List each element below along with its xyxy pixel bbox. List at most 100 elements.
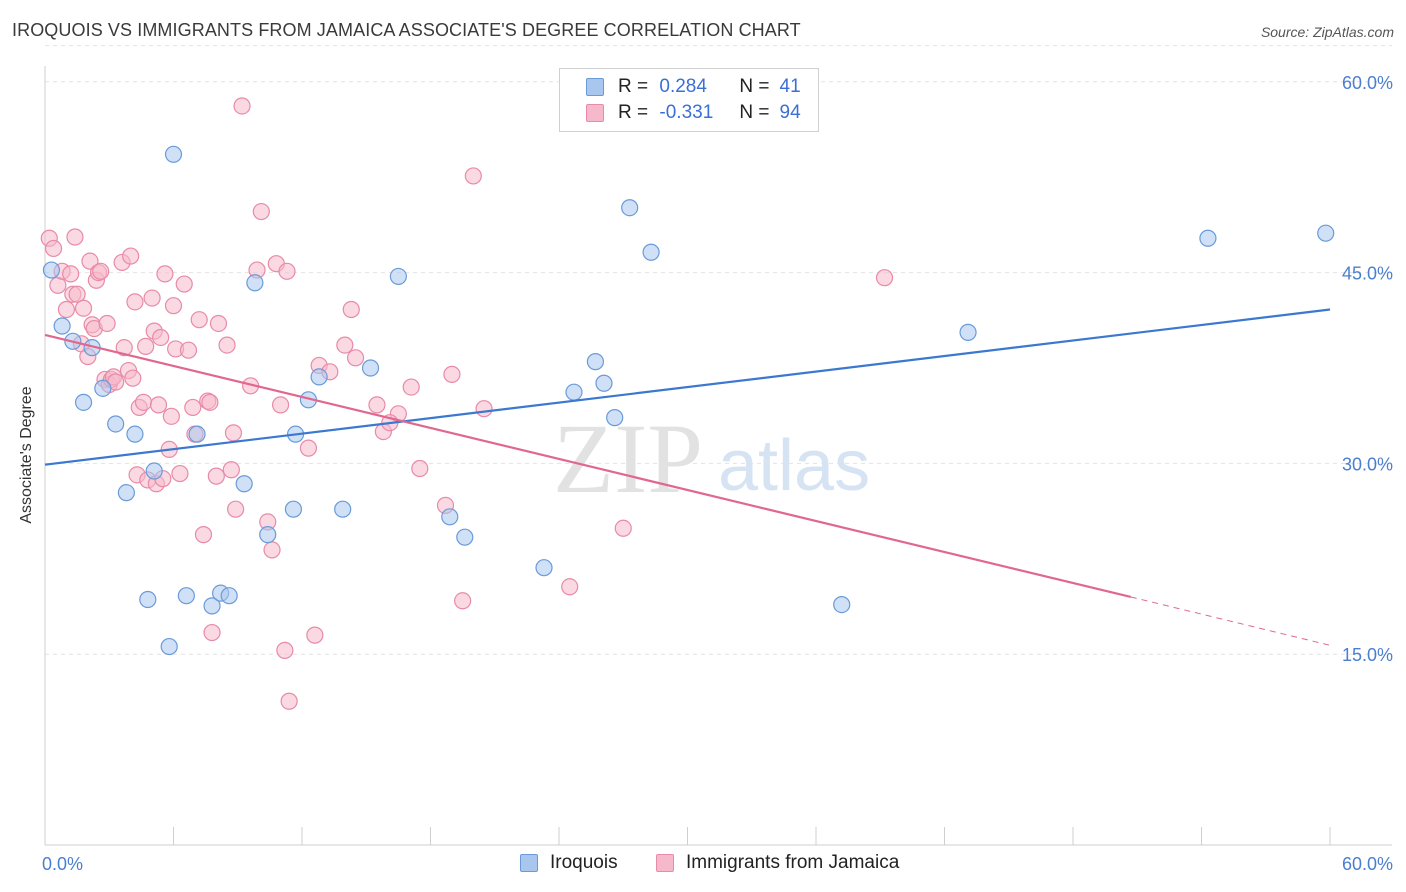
iroquois-point — [160, 637, 178, 656]
jamaica-point — [222, 461, 240, 479]
trend-lines — [44, 308, 1331, 646]
jamaica-point — [81, 252, 99, 270]
jamaica-point — [62, 265, 80, 283]
jamaica-point — [402, 378, 420, 396]
iroquois-point — [621, 199, 639, 217]
legend-row-iroquois: R = 0.284 N = 41 — [586, 75, 801, 99]
jamaica-point — [74, 299, 93, 317]
jamaica-trend-line — [44, 333, 1132, 599]
jamaica-point — [207, 467, 225, 485]
jamaica-point — [342, 300, 360, 319]
iroquois-point — [833, 595, 851, 614]
iroquois-point — [164, 145, 183, 163]
jamaica-point — [475, 400, 493, 418]
iroquois-point — [1317, 224, 1335, 242]
legend-swatch-iroquois — [586, 78, 604, 96]
jamaica-point — [454, 592, 472, 610]
jamaica-point — [227, 500, 245, 518]
jamaica-point — [68, 285, 86, 303]
iroquois-point — [246, 274, 264, 292]
iroquois-point — [456, 528, 474, 546]
iroquois-point — [145, 462, 163, 480]
jamaica-point — [271, 396, 290, 414]
jamaica-point — [137, 337, 155, 355]
jamaica-point — [209, 314, 228, 333]
jamaica-points — [40, 97, 894, 710]
jamaica-point — [224, 424, 243, 442]
jamaica-point — [203, 623, 221, 642]
legend-n-label: N = — [739, 76, 770, 97]
y-axis-label: Associate's Degree — [18, 386, 35, 524]
jamaica-point — [278, 262, 296, 280]
correlation-legend: R = 0.284 N = 41 R = -0.331 N = 94 — [559, 68, 819, 132]
y-tick-label: 45.0% — [1342, 264, 1393, 284]
bottom-legend-label: Iroquois — [550, 852, 618, 873]
jamaica-point — [164, 297, 183, 315]
legend-r-value: -0.331 — [659, 102, 714, 123]
tick-labels: 15.0% 30.0% 45.0% 60.0% 0.0% 60.0% — [42, 73, 1393, 874]
jamaica-point — [443, 365, 461, 383]
jamaica-point — [162, 407, 180, 425]
bottom-swatch-iroquois — [520, 854, 538, 872]
iroquois-point — [334, 500, 352, 518]
y-tick-label: 30.0% — [1342, 454, 1393, 474]
iroquois-point — [1199, 229, 1217, 247]
iroquois-point — [177, 587, 195, 605]
bottom-swatch-jamaica — [656, 854, 674, 872]
jamaica-point — [126, 293, 144, 311]
jamaica-point — [57, 300, 76, 319]
iroquois-point — [94, 379, 112, 397]
jamaica-point — [194, 526, 213, 544]
jamaica-trend-line — [1130, 596, 1331, 646]
iroquois-point — [53, 317, 71, 335]
iroquois-point — [565, 383, 583, 401]
iroquois-points — [42, 145, 1335, 656]
jamaica-point — [346, 349, 365, 367]
jamaica-point — [124, 369, 142, 387]
iroquois-point — [139, 590, 157, 609]
iroquois-point — [284, 500, 303, 518]
iroquois-trend-line — [44, 308, 1331, 466]
watermark-zip: ZIP — [553, 403, 703, 514]
jamaica-point — [149, 396, 168, 414]
iroquois-point — [188, 425, 206, 443]
iroquois-point — [220, 587, 238, 605]
y-tick-label: 15.0% — [1342, 645, 1393, 665]
iroquois-point — [117, 484, 135, 502]
jamaica-point — [218, 336, 236, 354]
iroquois-point — [642, 243, 660, 261]
legend-r-label: R = — [618, 76, 649, 97]
jamaica-point — [464, 167, 482, 185]
jamaica-point — [66, 228, 84, 246]
jamaica-point — [263, 541, 281, 559]
jamaica-point — [143, 289, 161, 307]
iroquois-point — [959, 323, 977, 341]
jamaica-point — [92, 262, 110, 280]
iroquois-point — [107, 415, 125, 433]
jamaica-point — [875, 269, 894, 287]
jamaica-point — [184, 398, 202, 417]
jamaica-point — [122, 247, 140, 265]
jamaica-point — [115, 339, 133, 357]
bottom-legend-jamaica: Immigrants from Jamaica — [656, 852, 899, 874]
gridlines — [45, 45, 1392, 655]
bottom-legend-iroquois: Iroquois — [520, 852, 618, 874]
iroquois-point — [535, 559, 553, 577]
iroquois-point — [361, 359, 380, 377]
jamaica-point — [179, 341, 198, 359]
legend-row-jamaica: R = -0.331 N = 94 — [586, 101, 801, 125]
legend-r-value: 0.284 — [659, 76, 707, 97]
jamaica-point — [561, 578, 579, 596]
iroquois-point — [74, 393, 93, 411]
iroquois-point — [203, 597, 221, 615]
y-tick-label: 60.0% — [1342, 73, 1393, 93]
x-tick-label: 0.0% — [42, 854, 83, 874]
jamaica-point — [156, 265, 174, 283]
iroquois-point — [586, 353, 605, 371]
bottom-legend-label: Immigrants from Jamaica — [686, 852, 900, 873]
jamaica-point — [276, 641, 294, 659]
iroquois-point — [310, 368, 328, 386]
legend-r-label: R = — [618, 102, 649, 123]
jamaica-point — [44, 239, 63, 258]
jamaica-point — [134, 393, 153, 411]
